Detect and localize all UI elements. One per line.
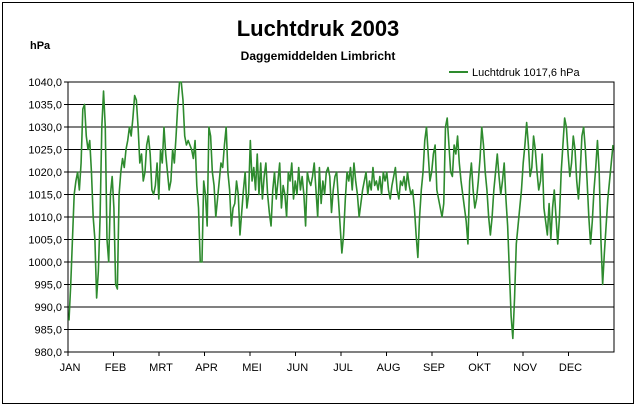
series-line-luchtdruk: [68, 81, 614, 340]
y-axis-unit: hPa: [30, 40, 51, 52]
y-tick-label: 980,0: [34, 347, 62, 359]
y-tick-label: 990,0: [34, 302, 62, 314]
legend-label: Luchtdruk 1017,6 hPa: [472, 67, 581, 79]
x-tick-label: MEI: [242, 362, 262, 374]
plot-border: [67, 81, 615, 353]
x-tick-label: OKT: [468, 362, 491, 374]
x-tick-label: APR: [195, 362, 218, 374]
y-tick-label: 1005,0: [28, 235, 62, 247]
x-tick-label: JUL: [333, 362, 353, 374]
y-tick-label: 1030,0: [28, 122, 62, 134]
y-tick-label: 1035,0: [28, 100, 62, 112]
x-tick-label: JUN: [287, 362, 308, 374]
x-tick-label: NOV: [513, 362, 538, 374]
y-tick-label: 1010,0: [28, 212, 62, 224]
gridlines: [64, 81, 614, 353]
x-tick-label: FEB: [105, 362, 126, 374]
y-tick-label: 1040,0: [28, 77, 62, 89]
x-tick-label: DEC: [559, 362, 582, 374]
y-tick-label: 1015,0: [28, 190, 62, 202]
legend: Luchtdruk 1017,6 hPa: [449, 67, 581, 79]
chart-title: Luchtdruk 2003: [237, 16, 400, 41]
y-tick-labels: 980,0 985,0 990,0 995,0 1000,0 1005,0 1010,0 10…: [28, 77, 62, 359]
y-tick-label: 995,0: [34, 280, 62, 292]
y-tick-label: 1025,0: [28, 145, 62, 157]
x-tick-label: MRT: [149, 362, 173, 374]
x-tick-label: AUG: [377, 362, 401, 374]
x-tick-label: JAN: [60, 362, 81, 374]
x-tick-label: SEP: [423, 362, 445, 374]
y-tick-label: 985,0: [34, 325, 62, 337]
y-tick-label: 1000,0: [28, 257, 62, 269]
x-tick-labels: JAN FEB MRT APR MEI JUN JUL AUG SEP OKT NOV DEC: [60, 352, 582, 374]
y-tick-label: 1020,0: [28, 167, 62, 179]
chart-subtitle: Daggemiddelden Limbricht: [241, 49, 396, 63]
